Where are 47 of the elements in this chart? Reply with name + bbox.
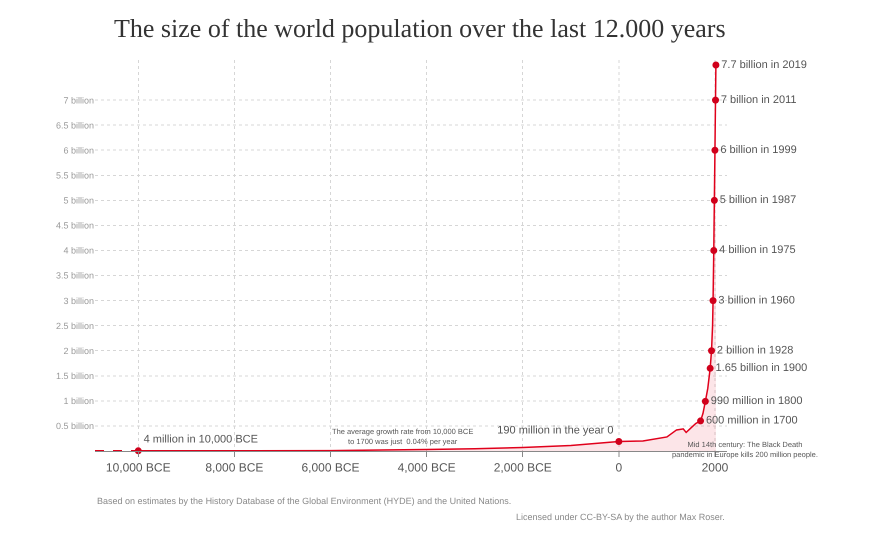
data-label: 7.7 billion in 2019 [721, 58, 807, 71]
text: Based on estimates by the History Database of the Global Environment (HYDE) and the United Nations. [97, 496, 512, 506]
point [697, 417, 704, 424]
x-tick-label: 0 [616, 460, 623, 474]
data-label: 600 million in 1700 [706, 414, 798, 427]
data-label: 6 billion in 1999 [720, 144, 797, 156]
x-tick-label: 2000 [702, 460, 729, 474]
y-tick-label: 7 billion [63, 95, 94, 106]
y-tick-label: 1.5 billion [56, 370, 94, 381]
data-label: 990 million in 1800 [710, 395, 802, 408]
x-tick-label: 4,000 BCE [398, 460, 456, 474]
x-tick-label: 2,000 BCE [494, 460, 552, 474]
y-tick-label: 5 billion [63, 196, 94, 206]
data-label: 4 million in 10,000 BCE [144, 434, 258, 446]
data-label: 3 billion in 1960 [718, 294, 795, 306]
y-tick-label: 2.5 billion [56, 320, 94, 331]
y-tick-label: 1 billion [63, 396, 94, 406]
data-label: 1.65 billion in 1900 [716, 362, 808, 374]
y-tick-label: 6 billion [63, 145, 94, 156]
data-label: 7 billion in 2011 [720, 94, 797, 106]
x-tick-label: 6,000 BCE [301, 460, 360, 474]
y-tick-label: 2 billion [63, 346, 94, 356]
y-tick-label: 0.5 billion [56, 421, 94, 432]
x-tick-label: 10,000 BCE [106, 460, 171, 474]
point [706, 364, 714, 372]
point [702, 398, 709, 405]
y-tick-label: 4.5 billion [56, 220, 94, 231]
point [708, 347, 716, 354]
data-label: 5 billion in 1987 [720, 194, 796, 206]
y-tick-label: 3.5 billion [56, 270, 94, 281]
text: Licensed under CC-BY-SA by the author Max Roser. [516, 512, 725, 522]
data-label: 2 billion in 1928 [716, 344, 794, 356]
y-tick-label: 3 billion [63, 296, 94, 306]
x-tick-label: 8,000 BCE [205, 460, 264, 474]
point [712, 62, 720, 69]
chart-title: The size of the world population over the last 12.000 years [114, 14, 726, 43]
point [710, 297, 717, 304]
data-label: 190 million in the year 0 [497, 424, 614, 436]
point [711, 146, 718, 154]
point [712, 96, 720, 104]
y-tick-label: 5.5 billion [56, 170, 94, 180]
y-tick-label: 4 billion [63, 246, 94, 256]
data-label: 4 billion in 1975 [719, 244, 796, 256]
point [710, 246, 718, 254]
point [615, 438, 622, 445]
y-tick-label: 6.5 billion [56, 120, 94, 130]
point [710, 196, 718, 204]
